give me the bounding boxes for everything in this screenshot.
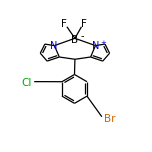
Text: +: + <box>101 40 107 46</box>
Text: N: N <box>50 41 58 51</box>
Text: F: F <box>61 19 67 29</box>
Text: B: B <box>71 35 78 45</box>
Text: F: F <box>81 19 87 29</box>
Text: N: N <box>92 41 99 51</box>
Text: Br: Br <box>104 114 115 124</box>
Text: Cl: Cl <box>21 78 32 88</box>
Text: -: - <box>81 31 84 41</box>
